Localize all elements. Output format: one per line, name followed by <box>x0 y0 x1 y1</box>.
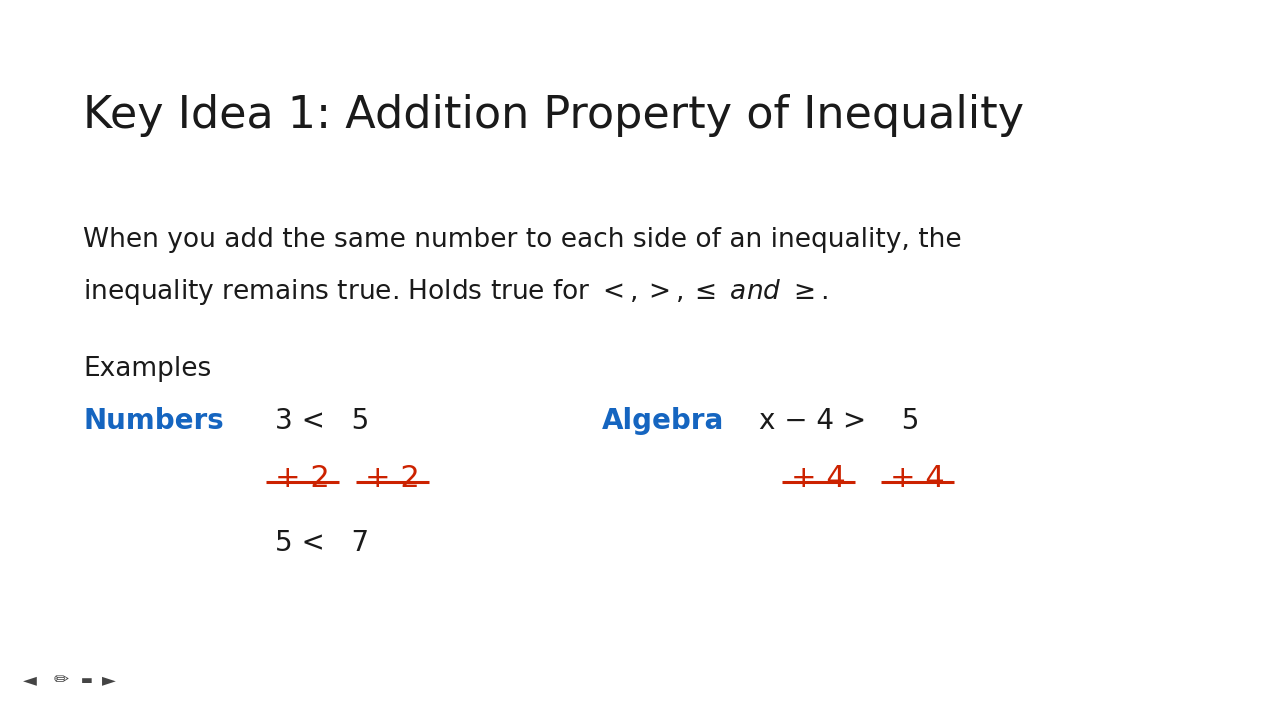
Text: Examples: Examples <box>83 356 211 382</box>
Text: When you add the same number to each side of an inequality, the: When you add the same number to each sid… <box>83 227 961 253</box>
Text: + 4: + 4 <box>890 464 945 493</box>
Text: + 2: + 2 <box>275 464 330 493</box>
Text: Algebra: Algebra <box>602 407 724 435</box>
Text: ◄: ◄ <box>23 671 37 690</box>
Text: x − 4 >    5: x − 4 > 5 <box>759 407 919 435</box>
Text: Numbers: Numbers <box>83 407 224 435</box>
Text: ▬: ▬ <box>81 674 92 687</box>
Text: 3 <   5: 3 < 5 <box>275 407 370 435</box>
Text: Key Idea 1: Addition Property of Inequality: Key Idea 1: Addition Property of Inequal… <box>83 94 1024 137</box>
Text: ►: ► <box>102 671 116 690</box>
Text: 5 <   7: 5 < 7 <box>275 529 370 557</box>
Text: + 4: + 4 <box>791 464 846 493</box>
Text: ✏: ✏ <box>54 671 69 690</box>
Text: inequality remains true. Holds true for $<, >, \leq\ and\ \geq$.: inequality remains true. Holds true for … <box>83 277 828 307</box>
Text: + 2: + 2 <box>365 464 420 493</box>
